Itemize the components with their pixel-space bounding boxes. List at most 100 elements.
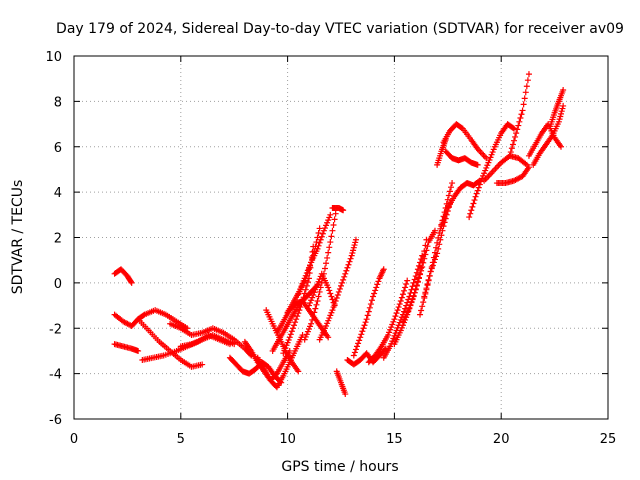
data-point [524, 77, 531, 84]
data-point [345, 261, 352, 268]
series-track-18 [305, 270, 338, 309]
data-point [331, 301, 338, 308]
data-point [419, 263, 426, 270]
data-point [286, 334, 293, 341]
data-point [329, 296, 336, 303]
data-point [332, 298, 339, 305]
data-point [320, 227, 327, 234]
data-point [289, 325, 296, 332]
data-point [525, 164, 532, 171]
data-point [367, 301, 374, 308]
data-point [413, 282, 420, 289]
y-tick-label: 2 [54, 232, 62, 247]
data-point [335, 288, 342, 295]
data-point [441, 214, 448, 221]
data-point [304, 328, 311, 335]
data-point [350, 247, 357, 254]
data-point [324, 254, 331, 261]
series-track-1 [111, 266, 135, 286]
data-point [307, 262, 314, 269]
series-track-24 [365, 277, 411, 366]
series-track-37 [506, 71, 532, 159]
data-point [394, 307, 401, 314]
data-point [517, 115, 524, 122]
data-point [520, 101, 527, 108]
data-point [525, 71, 532, 78]
data-point [318, 233, 325, 240]
data-point [480, 172, 487, 179]
data-point [310, 291, 317, 298]
data-point [390, 335, 397, 342]
data-point [308, 320, 315, 327]
x-tick-label: 5 [177, 432, 185, 447]
data-point [304, 267, 311, 274]
data-point [439, 227, 446, 234]
data-point [402, 284, 409, 291]
data-point [412, 286, 419, 293]
series-track-19 [316, 236, 359, 343]
data-point [323, 322, 330, 329]
data-point [331, 216, 338, 223]
series-track-17 [295, 211, 334, 298]
data-point [434, 250, 441, 257]
data-point [332, 210, 339, 217]
data-point [312, 286, 319, 293]
data-point [128, 279, 135, 286]
data-point [418, 307, 425, 314]
data-point [516, 118, 523, 125]
data-point [433, 253, 440, 260]
data-point [387, 343, 394, 350]
data-point [311, 309, 318, 316]
data-point [431, 227, 438, 234]
data-point [401, 287, 408, 294]
data-point [352, 346, 359, 353]
data-point [482, 167, 489, 174]
x-tick-label: 25 [600, 432, 617, 447]
data-point [314, 298, 321, 305]
data-point [424, 243, 431, 250]
data-point [558, 143, 565, 150]
data-point [406, 304, 413, 311]
series-track-21 [333, 368, 349, 398]
data-point [390, 318, 397, 325]
data-point [435, 245, 442, 252]
data-point [351, 242, 358, 249]
y-axis-label: SDTVAR / TECUs [10, 180, 26, 295]
data-point [487, 154, 494, 161]
data-point [362, 319, 369, 326]
data-point [473, 190, 480, 197]
data-point [342, 270, 349, 277]
y-tick-label: 6 [54, 141, 62, 156]
data-point [294, 313, 301, 320]
data-point [314, 234, 321, 241]
data-point [426, 272, 433, 279]
series-track-27 [399, 227, 438, 325]
data-point [326, 244, 333, 251]
data-point [467, 210, 474, 217]
data-point [521, 95, 528, 102]
data-point [411, 289, 418, 296]
data-point [309, 294, 316, 301]
data-point [421, 255, 428, 262]
data-point [283, 342, 290, 349]
axis-ticks: 0 5 10 15 20 25 -6 -4 -2 0 2 4 6 8 10 [45, 50, 616, 447]
data-point [471, 197, 478, 204]
data-point [389, 338, 396, 345]
y-tick-label: -2 [49, 322, 62, 337]
data-point [393, 310, 400, 317]
data-point [484, 162, 491, 169]
data-point [325, 334, 332, 341]
data-point [297, 304, 304, 311]
data-point [489, 149, 496, 156]
y-tick-label: -4 [49, 368, 62, 383]
data-point [444, 196, 451, 203]
data-point [321, 265, 328, 272]
y-tick-label: 0 [54, 277, 62, 292]
series-track-34 [466, 121, 518, 221]
data-point [472, 193, 479, 200]
data-point [321, 225, 328, 232]
data-point [330, 304, 337, 311]
data-point [305, 302, 312, 309]
data-point [334, 291, 341, 298]
